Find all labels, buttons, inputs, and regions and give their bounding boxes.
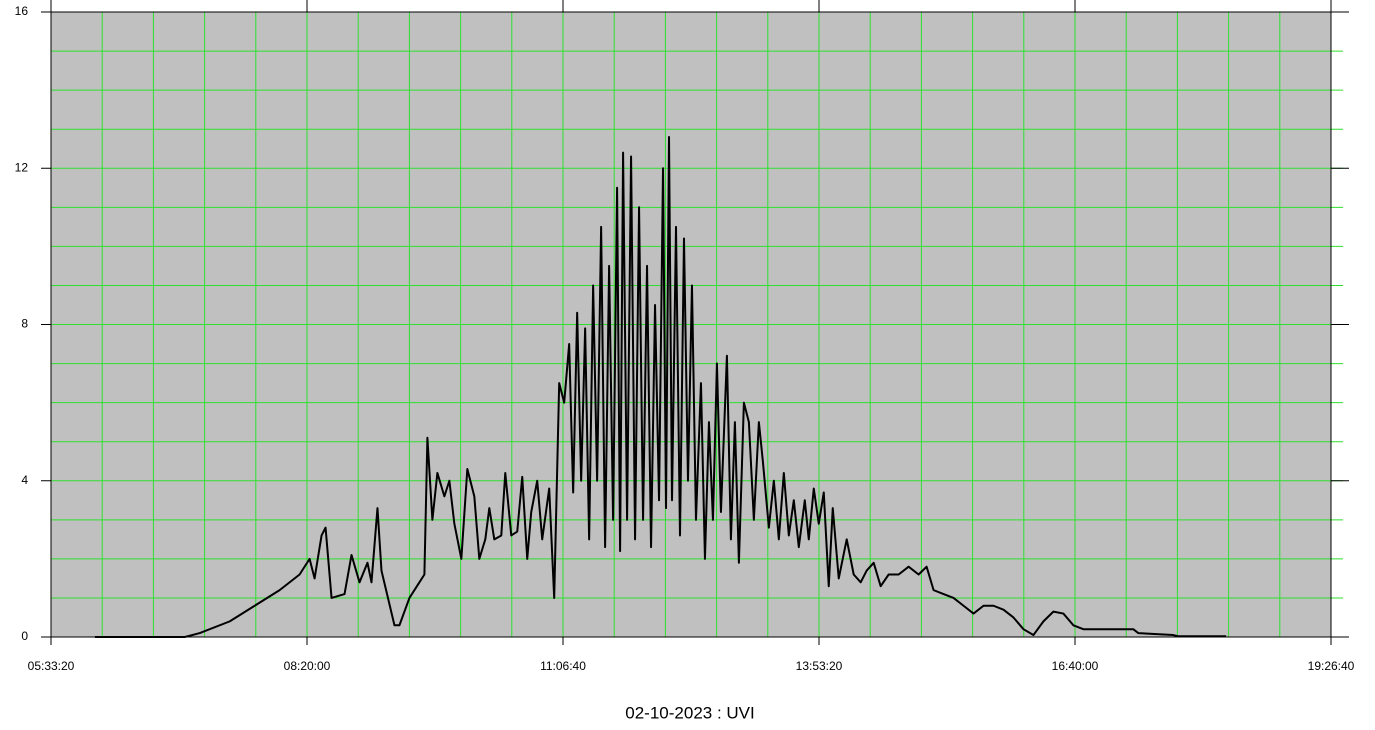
data-line <box>94 136 1227 638</box>
x-tick-label: 16:40:00 <box>1052 659 1099 673</box>
x-tick-label: 13:53:20 <box>796 659 843 673</box>
x-tick-label: 11:06:40 <box>540 659 586 673</box>
x-tick-label: 19:26:40 <box>1308 659 1355 673</box>
y-tick-label: 0 <box>21 629 28 643</box>
y-tick-label: 16 <box>15 4 29 18</box>
chart-title: 02-10-2023 : UVI <box>625 703 754 722</box>
y-tick-label: 8 <box>21 317 28 331</box>
x-tick-label: 08:20:00 <box>284 659 331 673</box>
y-tick-label: 12 <box>15 160 29 174</box>
y-tick-label: 4 <box>21 473 28 487</box>
x-tick-label: 05:33:20 <box>28 659 75 673</box>
